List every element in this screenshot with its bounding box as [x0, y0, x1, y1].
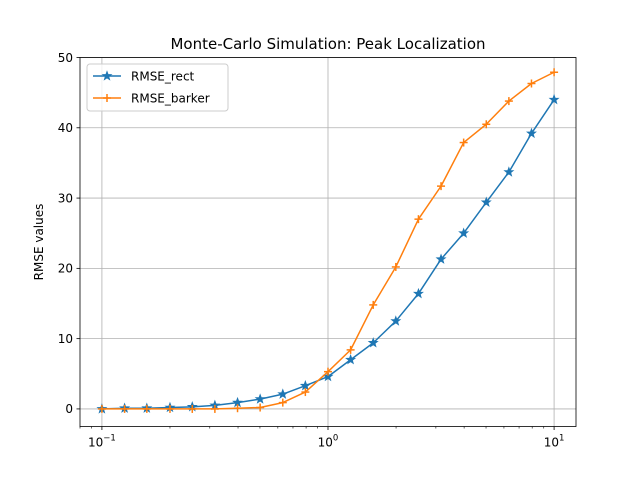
data-point — [120, 404, 129, 413]
y-tick-label: 30 — [58, 191, 73, 205]
plot-series — [96, 68, 560, 414]
y-axis: 0 10 20 30 40 50 — [58, 51, 80, 416]
y-tick-label: 0 — [65, 402, 73, 416]
data-point — [548, 93, 560, 105]
legend-label: RMSE_barker — [131, 91, 210, 105]
data-point — [278, 398, 287, 407]
data-point — [390, 315, 402, 326]
legend-entry: RMSE_rect — [93, 69, 195, 83]
data-point — [503, 166, 515, 177]
legend-marker — [101, 70, 113, 81]
series-RMSE_barker — [97, 68, 559, 413]
data-point — [142, 404, 151, 413]
data-point — [482, 120, 491, 129]
y-axis-label: RMSE values — [32, 204, 46, 281]
legend: RMSE_rect RMSE_barker — [86, 63, 229, 112]
y-tick-label: 40 — [58, 121, 73, 135]
y-tick-label: 50 — [58, 51, 73, 65]
legend-box — [86, 63, 229, 112]
data-point — [345, 353, 357, 365]
data-point — [437, 182, 446, 191]
data-point — [459, 138, 468, 147]
data-point — [210, 404, 219, 413]
axes-frame — [79, 57, 577, 427]
data-point — [525, 127, 537, 139]
x-tick-label: 10−1 — [88, 434, 116, 450]
data-point — [480, 196, 492, 207]
data-point — [256, 403, 265, 412]
chart-title: Monte-Carlo Simulation: Peak Localizatio… — [170, 35, 485, 53]
data-point — [504, 97, 513, 106]
data-point — [527, 79, 536, 88]
data-point — [346, 345, 355, 354]
data-point — [254, 393, 266, 404]
legend-marker — [103, 94, 111, 102]
data-point — [165, 404, 174, 413]
x-tick-label: 100 — [318, 434, 339, 450]
data-point — [97, 404, 106, 413]
data-point — [458, 227, 470, 238]
x-axis: 10−1 100 101 — [79, 426, 565, 450]
data-point — [188, 404, 197, 413]
data-point — [414, 215, 423, 224]
data-point — [367, 337, 379, 348]
data-point — [369, 300, 378, 309]
data-point — [391, 262, 400, 271]
data-point — [233, 404, 242, 413]
data-point — [550, 68, 559, 77]
data-point — [301, 388, 310, 397]
y-tick-label: 10 — [58, 332, 73, 346]
data-point — [412, 287, 424, 299]
legend-label: RMSE_rect — [131, 69, 195, 83]
y-tick-label: 20 — [58, 262, 73, 276]
data-point — [435, 253, 447, 264]
data-point — [324, 367, 332, 376]
x-tick-label: 101 — [544, 434, 565, 450]
legend-entry: RMSE_barker — [93, 91, 210, 105]
data-point — [277, 388, 289, 399]
data-point — [299, 379, 311, 391]
